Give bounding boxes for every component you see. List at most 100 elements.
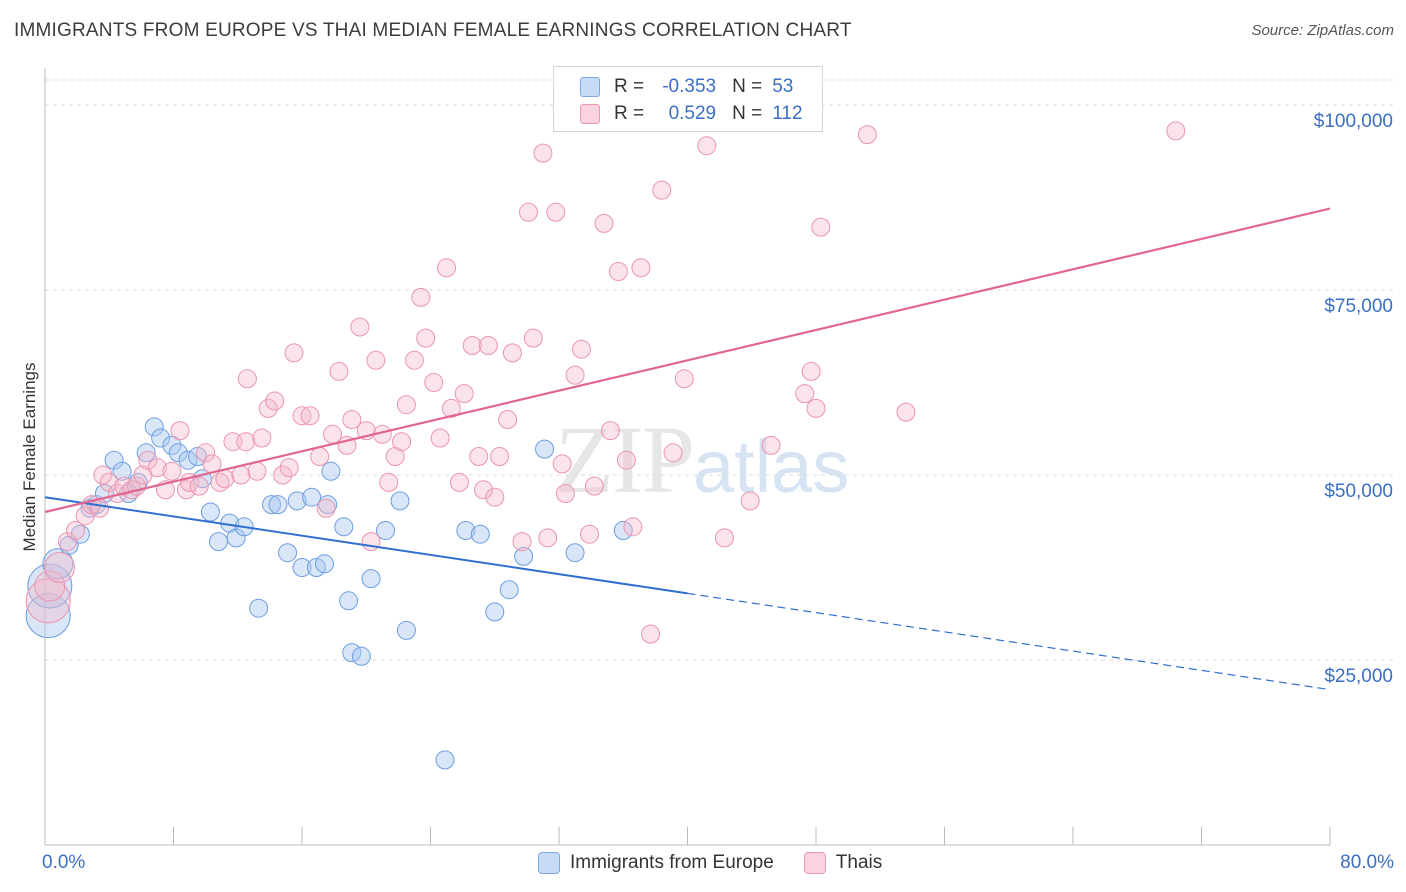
legend-swatch-europe — [580, 77, 600, 97]
europe-point — [162, 435, 182, 455]
thai-point — [162, 461, 182, 481]
thai-point — [697, 136, 717, 156]
europe-point — [565, 543, 585, 563]
thai-point — [652, 180, 672, 200]
europe-trend-line — [44, 496, 688, 595]
thai-point — [292, 406, 312, 426]
europe-point — [144, 417, 164, 437]
thai-point — [300, 406, 320, 426]
legend-r-label: R = — [614, 76, 645, 97]
x-tick-label-min: 0.0% — [42, 852, 86, 873]
thai-point — [594, 213, 614, 233]
thai-point — [857, 125, 877, 145]
thai-point — [565, 365, 585, 385]
thai-point — [462, 336, 482, 355]
thai-point — [663, 443, 683, 463]
thai-point — [714, 528, 734, 548]
europe-point — [168, 443, 188, 463]
thai-point — [806, 398, 826, 418]
europe-point — [613, 521, 633, 540]
europe-point — [390, 491, 410, 511]
thai-point — [416, 328, 436, 348]
thai-point — [90, 498, 110, 518]
europe-point — [136, 443, 156, 463]
thai-point — [237, 369, 257, 389]
thai-point — [284, 343, 304, 363]
thai-point — [533, 143, 553, 163]
thai-point — [546, 202, 566, 222]
series-legend-thai-label: Thais — [835, 852, 883, 873]
y-tick-label: $50,000 — [1324, 481, 1393, 502]
europe-point — [226, 528, 246, 548]
watermark: ZIPatlas — [555, 404, 849, 515]
europe-point — [261, 495, 281, 515]
thai-point — [404, 350, 424, 370]
thai-point — [316, 498, 336, 518]
thai-point — [265, 391, 285, 411]
thai-point — [1166, 121, 1186, 141]
thai-point — [641, 624, 661, 644]
watermark-atlas: atlas — [693, 425, 850, 508]
europe-point — [314, 554, 334, 574]
thai-point — [34, 570, 66, 602]
thai-point — [795, 384, 815, 404]
europe-point — [249, 598, 269, 618]
series-swatch-thai — [803, 852, 826, 874]
thai-point — [555, 484, 575, 503]
europe-point — [470, 524, 490, 544]
thai-point — [279, 458, 299, 478]
series-legend-europe[interactable]: Immigrants from Europe — [538, 852, 774, 874]
europe-trend-line-extrapolated — [687, 592, 1331, 691]
thai-point — [740, 491, 760, 511]
europe-point — [321, 461, 341, 481]
europe-point — [376, 521, 396, 540]
thai-point — [430, 428, 450, 448]
thai-trend-line — [44, 207, 1331, 514]
thai-point — [600, 421, 620, 441]
europe-point — [396, 620, 416, 640]
thai-point — [616, 450, 636, 470]
europe-point — [351, 646, 371, 666]
thai-point — [608, 262, 628, 281]
legend-r-value: -0.353 — [662, 76, 717, 97]
thai-point — [252, 428, 272, 448]
thai-point — [231, 465, 251, 485]
series-swatch-europe — [538, 852, 560, 874]
thai-point — [801, 361, 821, 381]
legend-n-value: 112 — [772, 103, 803, 124]
europe-point — [208, 532, 228, 552]
europe-point — [535, 439, 555, 459]
thai-point — [43, 552, 75, 583]
correlation-legend: R = -0.353 N = 53 R = 0.529 N = 112 — [553, 66, 823, 132]
thai-point — [449, 472, 469, 492]
thai-point — [392, 432, 412, 452]
thai-point — [366, 350, 386, 370]
watermark-zip: ZIP — [555, 406, 695, 513]
europe-point — [302, 487, 322, 507]
europe-point — [200, 502, 220, 522]
y-tick-label: $25,000 — [1324, 666, 1393, 687]
thai-point — [523, 328, 543, 348]
europe-point — [151, 428, 171, 448]
thai-point — [258, 398, 278, 418]
thai-point — [93, 465, 113, 485]
chart-title: IMMIGRANTS FROM EUROPE VS THAI MEDIAN FE… — [14, 20, 852, 41]
europe-point — [278, 543, 298, 563]
europe-point — [339, 591, 359, 611]
thai-point — [310, 447, 330, 466]
x-tick-label-max: 80.0% — [1340, 852, 1394, 873]
thai-point — [215, 469, 235, 489]
thai-point — [571, 339, 591, 359]
thai-point — [552, 454, 572, 474]
thai-point — [761, 435, 781, 455]
thai-point — [512, 532, 532, 552]
series-legend-thai[interactable]: Thais — [803, 852, 883, 874]
thai-point — [236, 432, 256, 452]
thai-point — [66, 521, 86, 540]
legend-row-europe: R = -0.353 N = 53 — [580, 74, 793, 100]
europe-point — [334, 517, 354, 537]
thai-point — [437, 258, 457, 278]
y-tick-label: $100,000 — [1314, 111, 1393, 132]
thai-point — [623, 517, 643, 537]
